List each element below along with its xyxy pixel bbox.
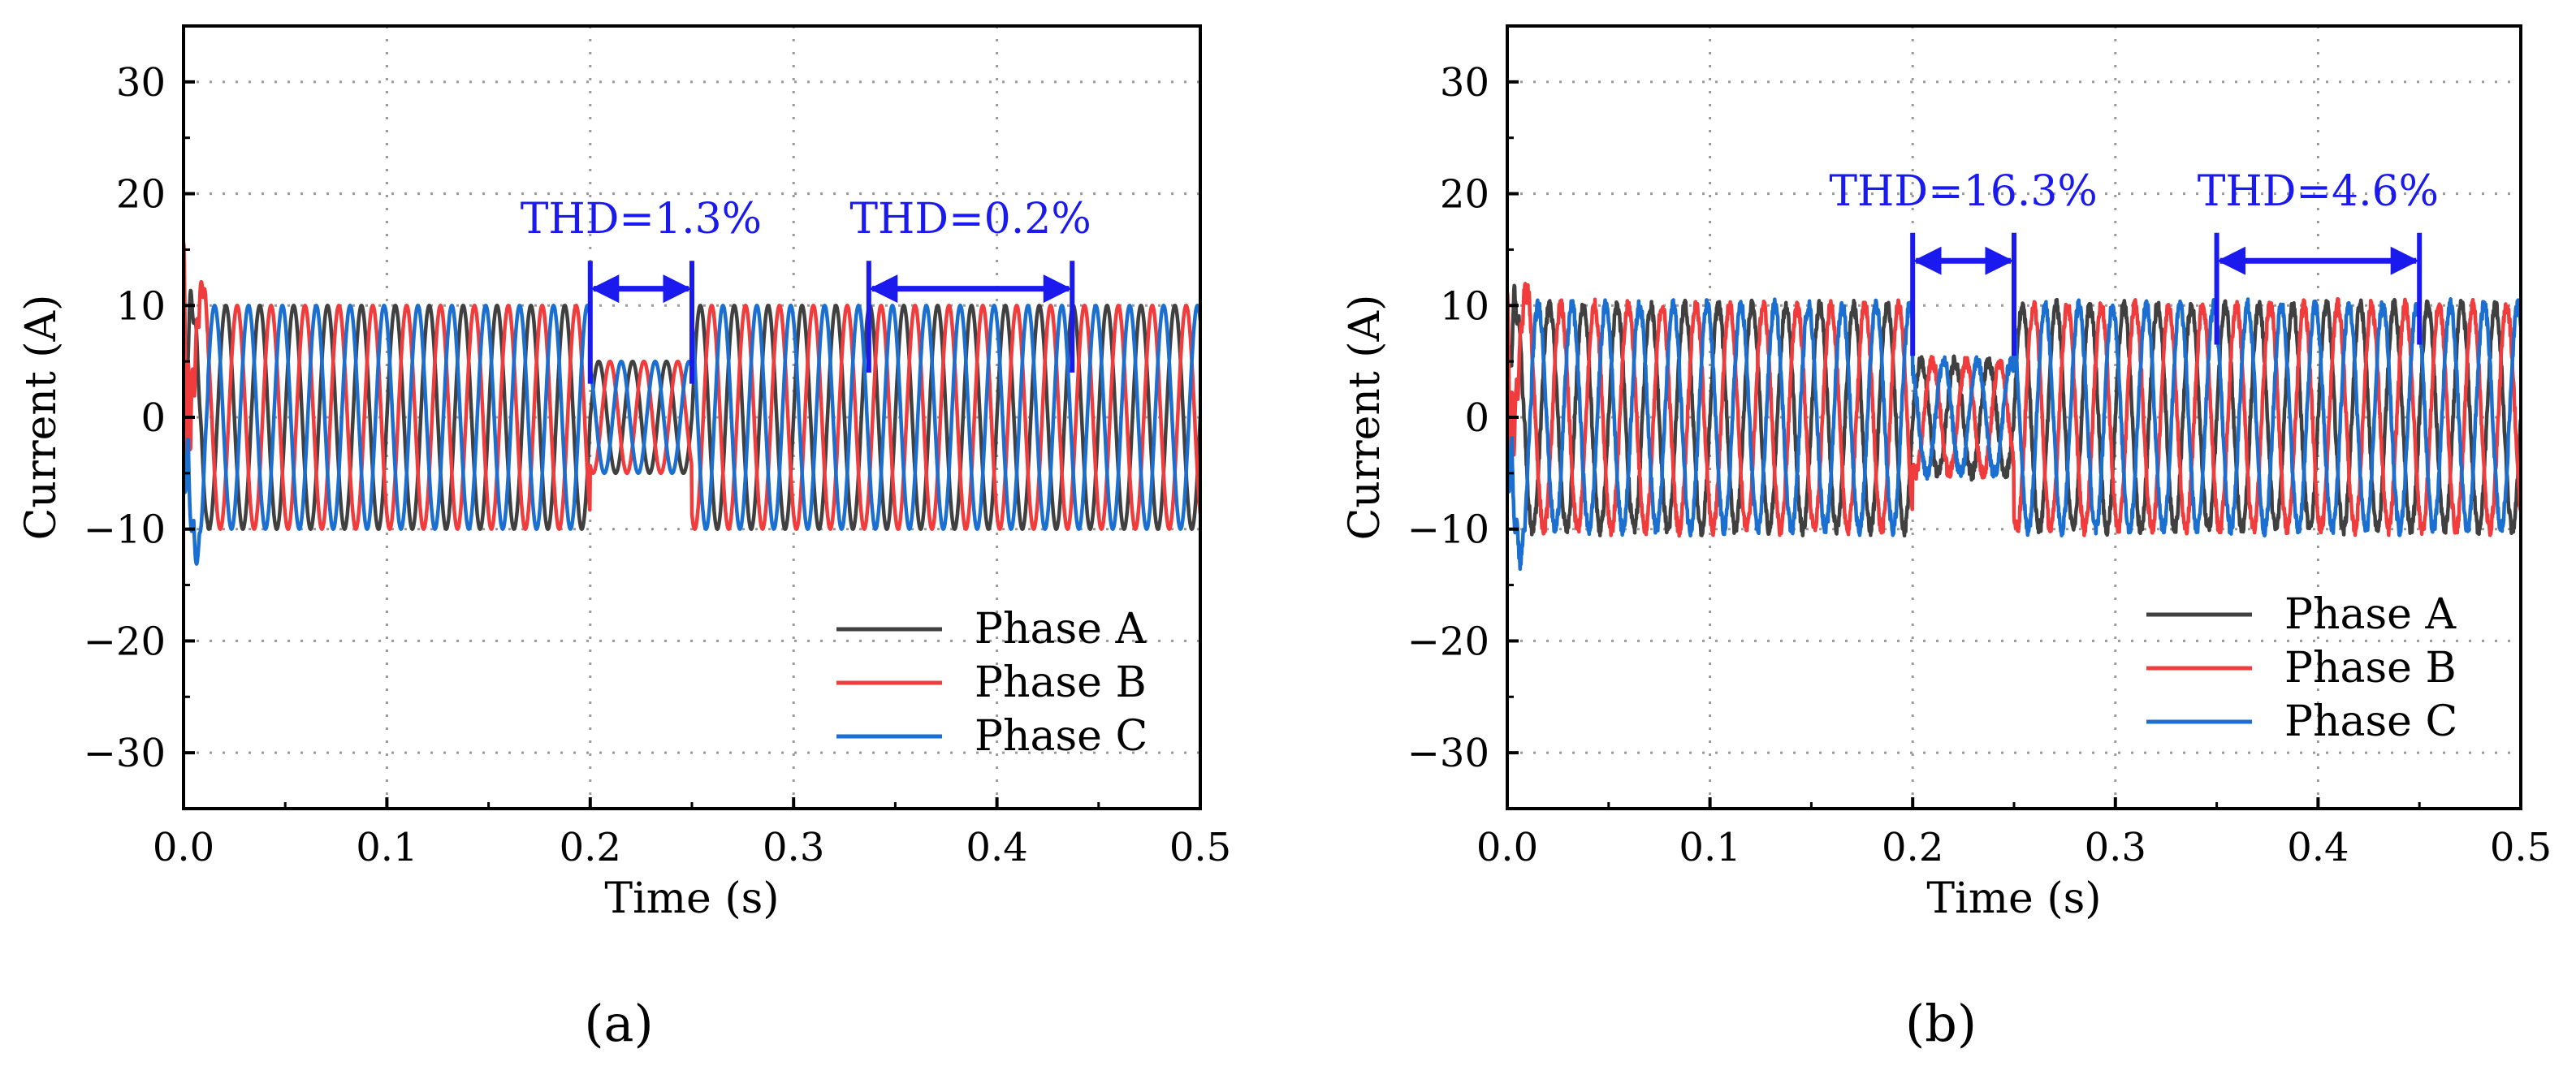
legend-label-phase-a: Phase A [975, 605, 1147, 654]
x-tick-label: 0.4 [966, 825, 1027, 870]
x-axis-title: Time (s) [1926, 874, 2101, 923]
y-tick-label: −30 [1407, 731, 1489, 776]
y-axis-title: Current (A) [17, 295, 66, 541]
legend-label-phase-c: Phase C [2284, 697, 2457, 746]
thd-label: THD=4.6% [2198, 167, 2439, 216]
y-tick-label: 10 [116, 283, 166, 329]
x-axis-title: Time (s) [604, 874, 779, 923]
y-tick-label: 0 [140, 395, 166, 441]
y-tick-label: 20 [1440, 172, 1489, 218]
y-tick-label: −10 [1407, 507, 1489, 553]
x-tick-label: 0.2 [1882, 825, 1943, 870]
panel-label: (a) [584, 994, 653, 1053]
x-tick-label: 0.5 [2490, 825, 2552, 870]
panel-label: (b) [1905, 994, 1977, 1053]
series-line-phase-a [184, 288, 1200, 531]
legend-label-phase-b: Phase B [975, 658, 1147, 707]
legend-label-phase-c: Phase C [975, 712, 1148, 761]
thd-annotation: THD=1.3% [521, 195, 762, 384]
thd-annotation: THD=16.3% [1829, 167, 2098, 356]
series-line-phase-a [1507, 283, 2521, 538]
y-tick-label: −10 [84, 507, 166, 553]
x-tick-label: 0.5 [1169, 825, 1231, 870]
thd-label: THD=16.3% [1829, 167, 2097, 216]
series-line-phase-b [184, 242, 1200, 531]
x-tick-label: 0.1 [356, 825, 417, 870]
y-tick-label: 30 [116, 60, 166, 106]
thd-annotation: THD=0.2% [849, 195, 1091, 373]
chart-panel-b: 0.0 0.1 0.2 0.3 0.4 0.5 −30 −20 −10 0 10 20 30 Time (… [1341, 24, 2552, 1053]
chart-panel-a: 0.0 0.1 0.2 0.3 0.4 0.5 −30 −20 −10 0 10 20 30 Time (… [17, 24, 1231, 1053]
y-tick-label: 20 [116, 172, 166, 218]
x-tick-label: 0.2 [560, 825, 621, 870]
y-tick-label: 10 [1440, 283, 1489, 329]
legend-label-phase-a: Phase A [2284, 590, 2457, 639]
thd-annotation: THD=4.6% [2198, 167, 2439, 345]
x-tick-label: 0.4 [2287, 825, 2349, 870]
thd-label: THD=0.2% [849, 195, 1091, 244]
x-tick-label: 0.0 [1476, 825, 1538, 870]
x-tick-label: 0.0 [153, 825, 214, 870]
x-tick-label: 0.3 [763, 825, 824, 870]
y-tick-label: −20 [1407, 619, 1489, 664]
legend-label-phase-b: Phase B [2284, 644, 2457, 693]
x-tick-label: 0.3 [2085, 825, 2146, 870]
y-axis-title: Current (A) [1341, 295, 1390, 541]
y-tick-label: −20 [84, 619, 166, 664]
y-tick-label: 0 [1464, 395, 1489, 441]
x-tick-label: 0.1 [1679, 825, 1740, 870]
y-tick-label: 30 [1440, 60, 1489, 106]
thd-label: THD=1.3% [521, 195, 762, 244]
series-line-phase-b [1507, 282, 2521, 538]
y-tick-label: −30 [84, 731, 166, 776]
